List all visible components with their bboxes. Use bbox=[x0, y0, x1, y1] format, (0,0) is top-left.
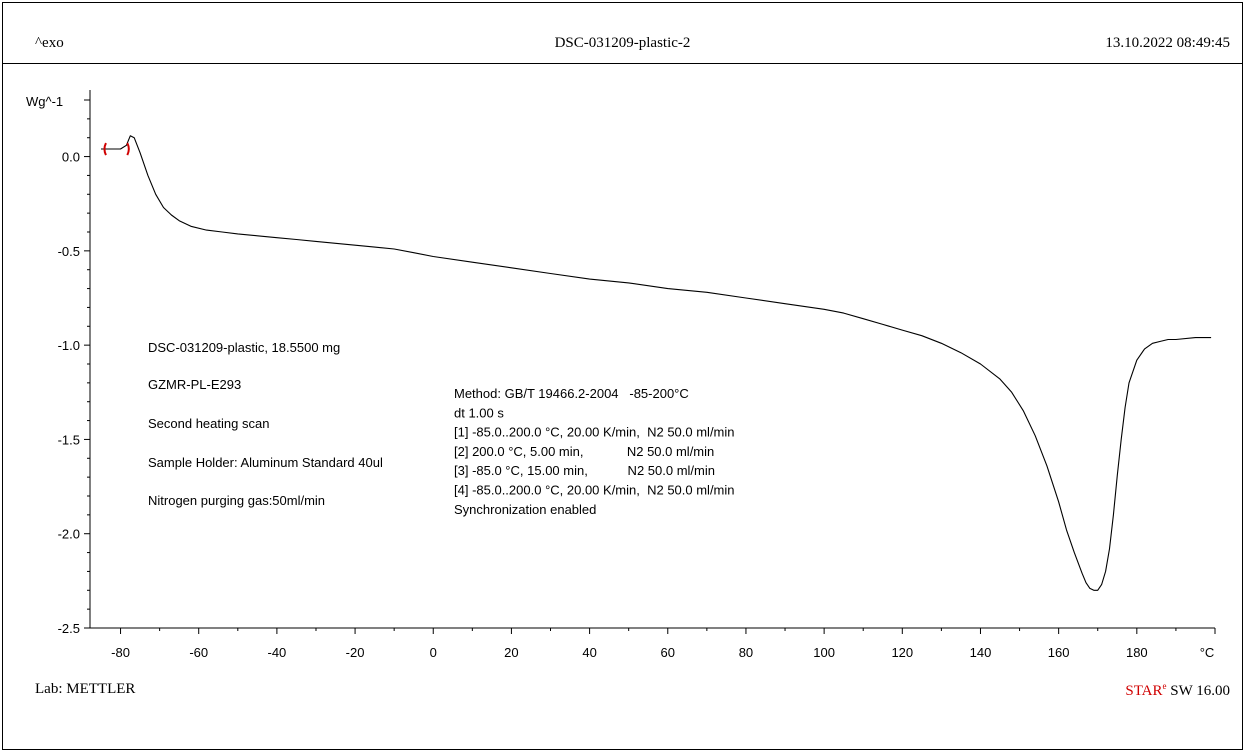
method-info-line: [3] -85.0 °C, 15.00 min, N2 50.0 ml/min bbox=[454, 463, 715, 478]
y-tick-label: -1.5 bbox=[58, 432, 80, 447]
sample-info-line: GZMR-PL-E293 bbox=[148, 377, 241, 392]
x-tick-label: -40 bbox=[267, 645, 286, 660]
x-tick-label: 140 bbox=[970, 645, 992, 660]
lab-label: Lab: METTLER bbox=[35, 681, 136, 697]
method-info-line: [1] -85.0..200.0 °C, 20.00 K/min, N2 50.… bbox=[454, 425, 735, 440]
dsc-curve bbox=[101, 135, 1212, 591]
software-superscript: e bbox=[1162, 681, 1167, 691]
x-tick-label: 100 bbox=[813, 645, 835, 660]
x-tick-label: 80 bbox=[739, 645, 753, 660]
x-tick-label: 20 bbox=[504, 645, 518, 660]
x-axis-unit-label: °C bbox=[1200, 645, 1215, 660]
header-divider bbox=[3, 63, 1242, 64]
x-tick-label: 120 bbox=[891, 645, 913, 660]
x-tick-label: 60 bbox=[661, 645, 675, 660]
x-tick-label: 160 bbox=[1048, 645, 1070, 660]
method-info-line: dt 1.00 s bbox=[454, 405, 504, 420]
y-tick-label: 0.0 bbox=[62, 150, 80, 165]
sample-info-line: Sample Holder: Aluminum Standard 40ul bbox=[148, 455, 383, 470]
y-tick-label: -2.0 bbox=[58, 527, 80, 542]
timestamp: 13.10.2022 08:49:45 bbox=[1105, 35, 1230, 51]
y-axis-label: Wg^-1 bbox=[26, 94, 63, 109]
integration-limit-marker bbox=[126, 142, 130, 156]
y-tick-label: -2.5 bbox=[58, 621, 80, 636]
method-info-line: Synchronization enabled bbox=[454, 502, 596, 517]
x-tick-label: -20 bbox=[346, 645, 365, 660]
chart-title: DSC-031209-plastic-2 bbox=[554, 35, 691, 51]
software-version: STARe SW 16.00 bbox=[1125, 681, 1230, 700]
method-info-line: Method: GB/T 19466.2-2004 -85-200°C bbox=[454, 386, 689, 401]
y-tick-label: -1.0 bbox=[58, 338, 80, 353]
software-star-text: STAR bbox=[1125, 683, 1163, 699]
sample-info-line: Nitrogen purging gas:50ml/min bbox=[148, 493, 325, 508]
sample-info-line: DSC-031209-plastic, 18.5500 mg bbox=[148, 340, 340, 355]
x-tick-label: 0 bbox=[430, 645, 437, 660]
software-version-text: SW 16.00 bbox=[1166, 683, 1230, 699]
sample-info-line: Second heating scan bbox=[148, 416, 269, 431]
integration-limit-marker bbox=[103, 142, 107, 156]
x-tick-label: -60 bbox=[189, 645, 208, 660]
y-tick-label: -0.5 bbox=[58, 244, 80, 259]
exo-direction-label: ^exo bbox=[35, 35, 64, 51]
method-info-line: [2] 200.0 °C, 5.00 min, N2 50.0 ml/min bbox=[454, 444, 714, 459]
method-info-line: [4] -85.0..200.0 °C, 20.00 K/min, N2 50.… bbox=[454, 483, 735, 498]
x-tick-label: -80 bbox=[111, 645, 130, 660]
x-tick-label: 40 bbox=[582, 645, 596, 660]
x-tick-label: 180 bbox=[1126, 645, 1148, 660]
